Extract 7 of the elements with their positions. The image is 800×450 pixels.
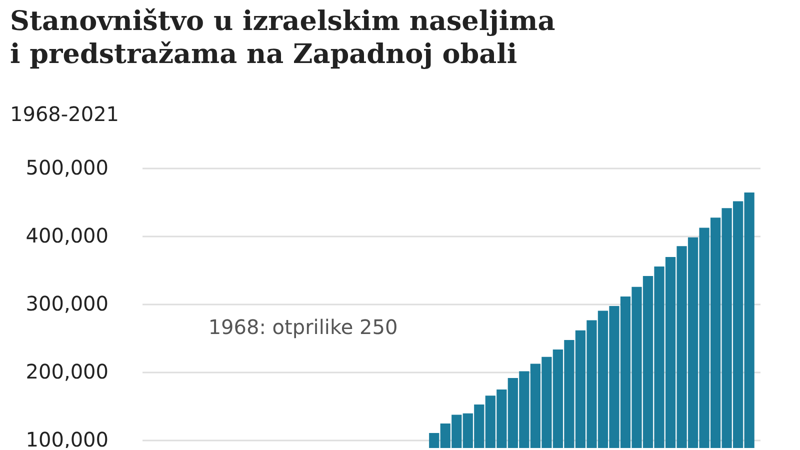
chart-title: Stanovništvo u izraelskim naseljima i predstražama na Zapadnoj obali <box>10 6 556 70</box>
y-tick-label: 400,000 <box>26 223 108 248</box>
annotation: 1968: otprilike 250 <box>208 315 398 339</box>
y-tick-label: 300,000 <box>26 291 108 316</box>
y-tick-label: 200,000 <box>26 359 108 384</box>
y-tick-label: 500,000 <box>26 156 108 180</box>
chart-subtitle: 1968-2021 <box>10 102 120 126</box>
